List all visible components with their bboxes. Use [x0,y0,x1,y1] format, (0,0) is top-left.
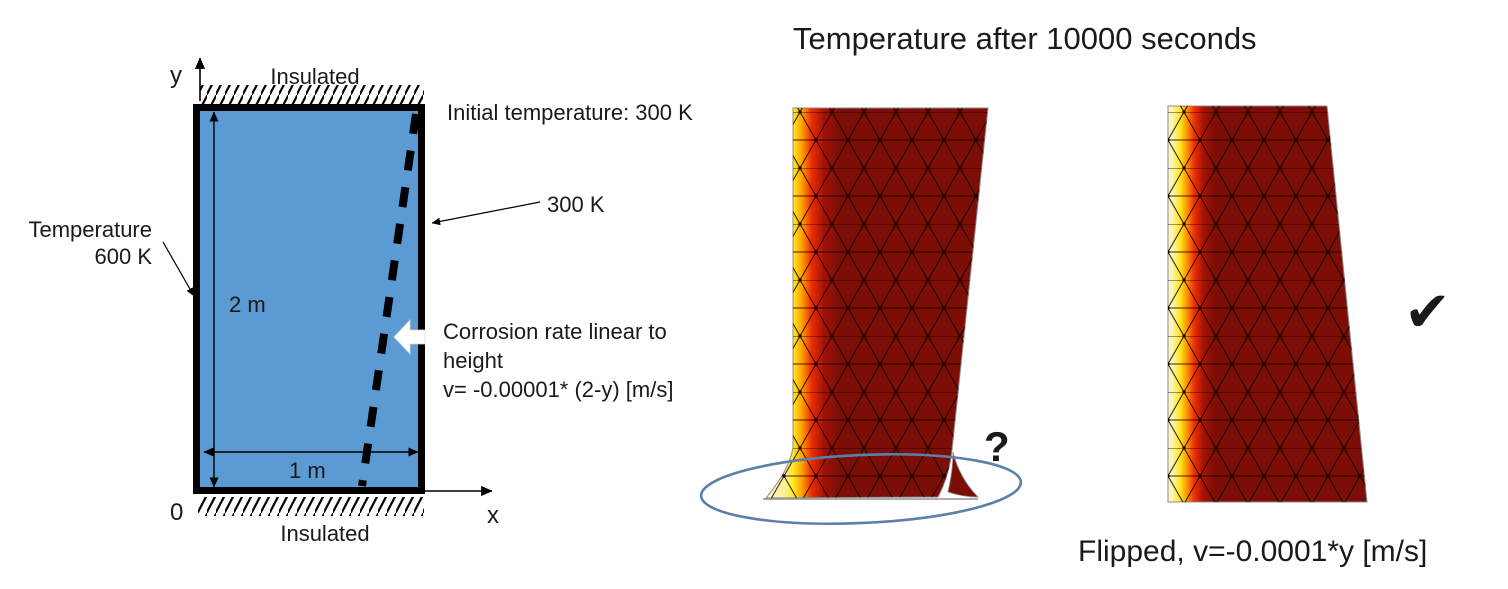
mesh-bottom-spike [947,451,979,498]
corrosion-direction-arrow-icon [393,318,426,356]
checkmark-icon: ✔ [1404,280,1451,343]
left-temperature-label-line2: 600 K [95,244,153,269]
leader-arrow-300k [431,201,541,226]
mesh-plot-flipped [1167,105,1368,503]
right-edge-temp-label: 300 K [547,192,605,217]
height-dimension-label: 2 m [229,292,266,317]
y-axis-label: y [170,62,182,89]
origin-label: 0 [170,499,183,526]
question-mark: ? [984,423,1010,470]
initial-temperature-label: Initial temperature: 300 K [447,100,693,125]
problem-schematic: y x 0 2 m 1 m Insulated Insulated Temper… [28,57,693,546]
width-dimension-label: 1 m [289,458,326,483]
mesh-grid-flipped [1168,106,1367,502]
insulated-top-label: Insulated [270,64,359,89]
mesh-plot-corroded [763,107,989,500]
mesh-grid-corroded [766,108,988,498]
corrosion-note-line3: v= -0.00001* (2-y) [m/s] [443,377,673,402]
insulated-bottom-label: Insulated [280,521,369,546]
domain-rectangle [193,104,425,494]
flipped-caption: Flipped, v=-0.0001*y [m/s] [1078,535,1427,568]
highlight-ellipse [699,453,1023,525]
dashed-corroded-boundary [358,113,420,487]
insulation-hatch-top [200,85,424,104]
leader-arrow-600k [162,241,195,297]
corrosion-note-line1: Corrosion rate linear to [443,319,667,344]
left-temperature-label-line1: Temperature [28,217,152,242]
page-title: Temperature after 10000 seconds [793,21,1257,56]
insulation-hatch-bottom [198,497,424,516]
corrosion-note-line2: height [443,348,503,373]
x-axis-label: x [487,502,499,529]
